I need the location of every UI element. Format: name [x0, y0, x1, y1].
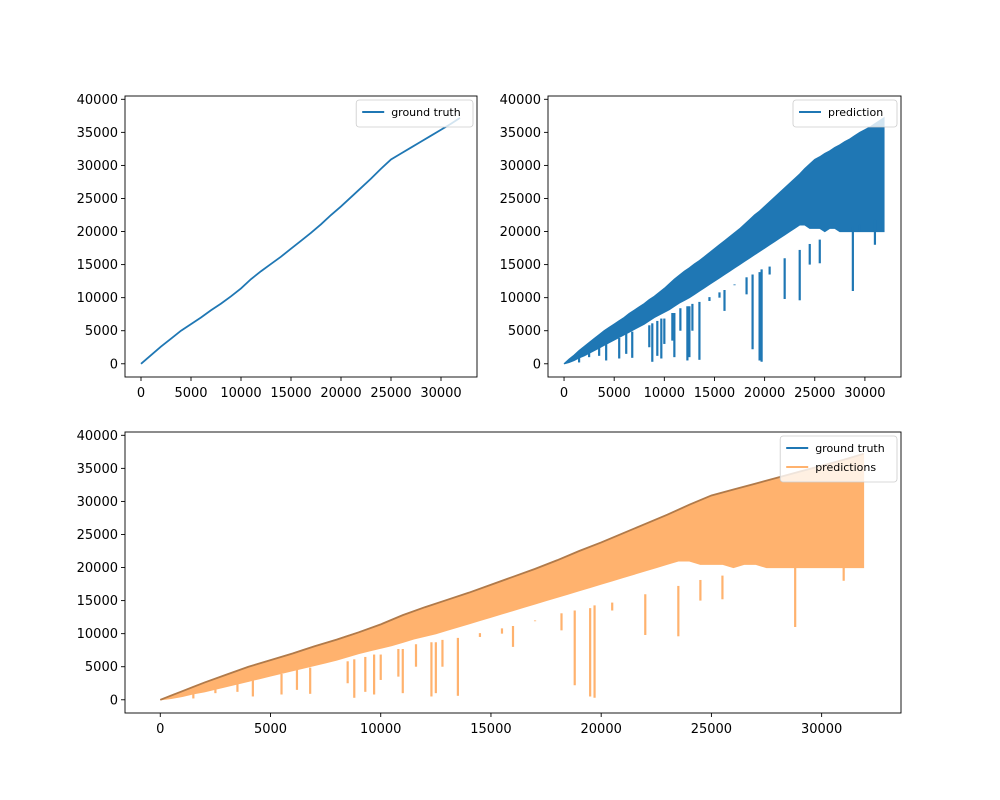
ground-truth-panel: 0 5000 10000 15000 20000 25000 30000 0 5000 10000…: [77, 93, 478, 401]
prediction-panel: 0 5000 10000 15000 20000 25000 30000 0 5000 10000…: [500, 93, 902, 401]
y-tick-label: 5000: [508, 324, 541, 339]
y-tick-label: 30000: [77, 159, 118, 174]
ground-truth-line: [140, 117, 461, 365]
x-tick-label: 25000: [691, 722, 732, 737]
legend-label: prediction: [828, 106, 883, 119]
x-tick-label: 20000: [320, 386, 361, 401]
ground-truth-line: [159, 452, 864, 701]
x-tick-label: 25000: [794, 386, 835, 401]
y-tick-label: 30000: [500, 159, 541, 174]
prediction-band: [563, 116, 885, 365]
y-tick-label: 40000: [500, 93, 541, 108]
y-tick-label: 10000: [77, 627, 118, 642]
y-tick-label: 0: [110, 693, 118, 708]
legend-label: ground truth: [391, 106, 461, 119]
x-tick-label: 10000: [220, 386, 261, 401]
x-tick-label: 15000: [470, 722, 511, 737]
y-tick-label: 5000: [85, 324, 118, 339]
y-tick-label: 35000: [500, 126, 541, 141]
x-tick-label: 5000: [254, 722, 287, 737]
y-tick-label: 15000: [500, 258, 541, 273]
y-tick-label: 10000: [77, 291, 118, 306]
x-tick-label: 30000: [844, 386, 885, 401]
legend-label: ground truth: [815, 442, 885, 455]
comparison-panel: 0 5000 10000 15000 20000 25000 30000 0 5000 10000…: [77, 429, 902, 737]
x-tick-label: 0: [137, 386, 145, 401]
y-tick-label: 40000: [77, 429, 118, 444]
x-tick-label: 20000: [744, 386, 785, 401]
x-tick-label: 20000: [581, 722, 622, 737]
legend: ground truth: [355, 99, 474, 128]
y-tick-label: 30000: [77, 495, 118, 510]
axes-frame: [124, 95, 478, 378]
x-tick-label: 10000: [360, 722, 401, 737]
y-tick-label: 25000: [500, 192, 541, 207]
y-tick-label: 10000: [500, 291, 541, 306]
x-tick-label: 15000: [270, 386, 311, 401]
x-tick-label: 30000: [420, 386, 461, 401]
y-tick-label: 5000: [85, 660, 118, 675]
x-tick-label: 0: [560, 386, 568, 401]
y-tick-label: 40000: [77, 93, 118, 108]
y-tick-label: 0: [110, 357, 118, 372]
y-tick-label: 20000: [77, 225, 118, 240]
legend: prediction: [792, 99, 898, 128]
x-tick-label: 15000: [694, 386, 735, 401]
y-tick-label: 20000: [77, 561, 118, 576]
y-tick-label: 25000: [77, 192, 118, 207]
legend-label: predictions: [815, 461, 876, 474]
x-tick-label: 30000: [801, 722, 842, 737]
x-tick-label: 5000: [174, 386, 207, 401]
y-tick-label: 20000: [500, 225, 541, 240]
y-tick-label: 35000: [77, 462, 118, 477]
x-tick-label: 25000: [370, 386, 411, 401]
y-tick-label: 25000: [77, 528, 118, 543]
y-tick-label: 15000: [77, 594, 118, 609]
x-tick-label: 10000: [644, 386, 685, 401]
y-tick-label: 35000: [77, 126, 118, 141]
x-tick-label: 5000: [598, 386, 631, 401]
legend: ground truth predictions: [779, 435, 898, 483]
y-tick-label: 0: [533, 357, 541, 372]
axes-frame: [124, 431, 902, 714]
axes-frame: [547, 95, 902, 378]
x-tick-label: 0: [156, 722, 164, 737]
y-tick-label: 15000: [77, 258, 118, 273]
